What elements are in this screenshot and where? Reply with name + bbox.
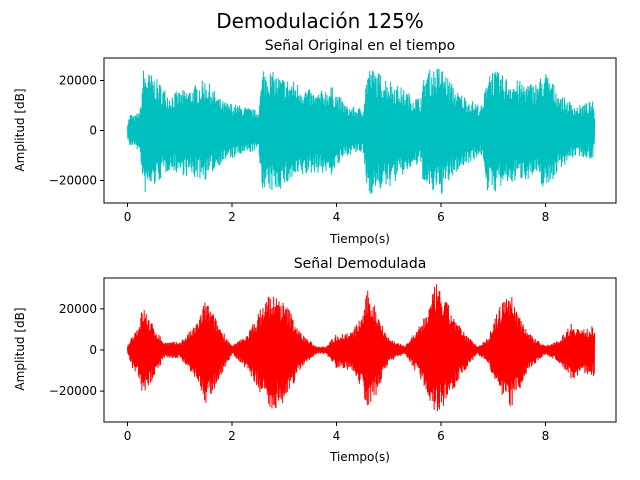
y-tick-label: −20000 bbox=[49, 174, 97, 188]
x-tick-label: 8 bbox=[542, 210, 550, 224]
x-tick-label: 0 bbox=[124, 210, 132, 224]
x-tick-label: 6 bbox=[437, 210, 445, 224]
axes-demodulated-title: Señal Demodulada bbox=[294, 256, 427, 272]
x-tick-label: 0 bbox=[124, 429, 132, 443]
y-tick-label: 0 bbox=[89, 343, 97, 357]
y-tick-label: −20000 bbox=[49, 384, 97, 398]
x-tick-label: 4 bbox=[333, 210, 341, 224]
axes-demodulated-ylabel: Amplitud [dB] bbox=[13, 307, 27, 390]
signal-line bbox=[127, 284, 596, 412]
demodulated-signal-plot bbox=[127, 284, 596, 412]
signal-line bbox=[127, 68, 596, 194]
x-tick-label: 6 bbox=[437, 429, 445, 443]
x-tick-label: 2 bbox=[228, 210, 236, 224]
axes-demodulated: Señal Demodulada 0 2 4 6 8 −20000 0 20000 Tiem… bbox=[13, 256, 617, 464]
y-tick-label: 20000 bbox=[59, 74, 97, 88]
original-signal-plot bbox=[127, 68, 596, 194]
axes-original-xlabel: Tiempo(s) bbox=[329, 232, 390, 246]
figure-suptitle: Demodulación 125% bbox=[216, 9, 424, 33]
x-tick-label: 4 bbox=[333, 429, 341, 443]
axes-original-xticks: 0 2 4 6 8 bbox=[124, 203, 550, 224]
axes-original: Señal Original en el tiempo 0 2 4 6 8 −20000… bbox=[13, 38, 617, 246]
axes-demodulated-xlabel: Tiempo(s) bbox=[329, 450, 390, 464]
axes-demodulated-xticks: 0 2 4 6 8 bbox=[124, 422, 550, 443]
x-tick-label: 2 bbox=[228, 429, 236, 443]
axes-original-ylabel: Amplitud [dB] bbox=[13, 88, 27, 171]
axes-demodulated-yticks: −20000 0 20000 bbox=[49, 302, 104, 398]
y-tick-label: 20000 bbox=[59, 302, 97, 316]
y-tick-label: 0 bbox=[89, 124, 97, 138]
axes-original-title: Señal Original en el tiempo bbox=[265, 38, 456, 54]
axes-original-yticks: −20000 0 20000 bbox=[49, 74, 104, 188]
x-tick-label: 8 bbox=[542, 429, 550, 443]
